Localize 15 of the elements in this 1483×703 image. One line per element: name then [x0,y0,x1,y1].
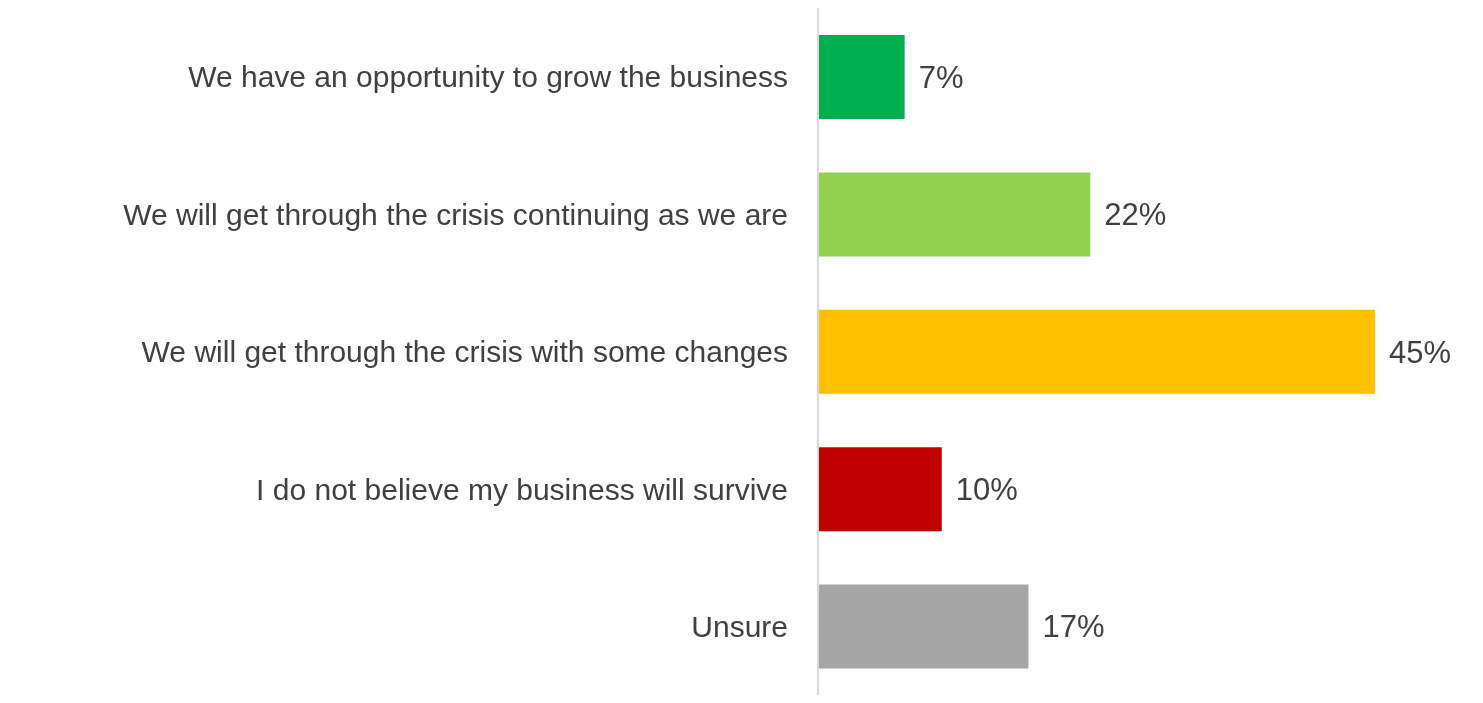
data-label: 7% [918,59,964,95]
data-label: 45% [1389,334,1452,370]
data-label: 22% [1104,197,1167,233]
y-tick-label: I do not believe my business will survive [256,472,788,506]
y-tick-label: We will get through the crisis with some changes [141,335,788,369]
y-tick-label: Unsure [691,609,788,643]
bar [818,447,942,532]
bar [818,35,905,119]
y-tick-label: We have an opportunity to grow the business [188,60,788,94]
bar [818,172,1091,257]
bar [818,584,1029,669]
y-tick-label: We will get through the crisis continuing as we are [123,197,788,231]
data-label: 17% [1042,609,1105,645]
bar [818,309,1375,394]
data-label: 10% [955,472,1018,508]
